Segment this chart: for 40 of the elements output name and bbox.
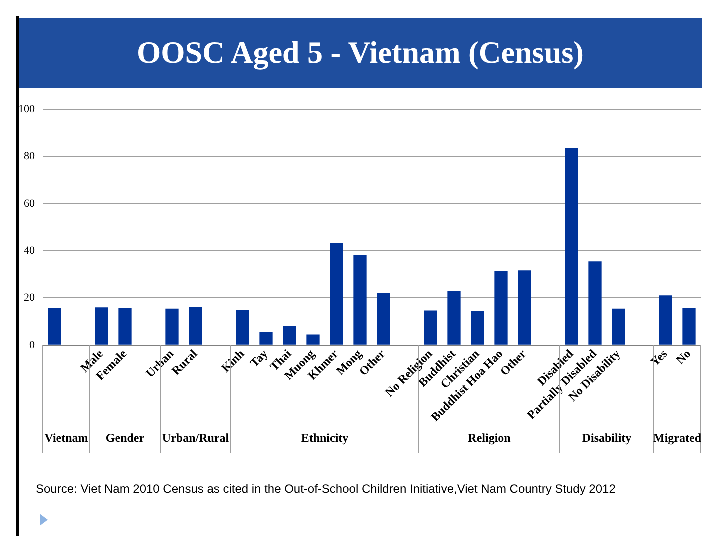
bar bbox=[260, 332, 273, 345]
text: Religion bbox=[468, 431, 512, 446]
y-tick-label: 40 bbox=[24, 244, 36, 257]
bar bbox=[588, 262, 602, 345]
bar bbox=[118, 308, 132, 345]
bar bbox=[236, 310, 250, 345]
text: Ethnicity bbox=[301, 431, 349, 446]
chart-title: OOSC Aged 5 - Vietnam (Census) bbox=[19, 18, 702, 88]
y-tick-label: 0 bbox=[30, 339, 36, 352]
bar bbox=[659, 296, 672, 345]
bar bbox=[518, 270, 532, 345]
x-tick-label: Tay bbox=[247, 346, 271, 370]
bar bbox=[565, 148, 578, 345]
bar bbox=[166, 308, 179, 345]
bar bbox=[377, 293, 390, 345]
bar bbox=[330, 243, 344, 345]
bar bbox=[682, 308, 696, 345]
y-tick-label: 100 bbox=[18, 103, 36, 116]
y-tick-label: 80 bbox=[24, 150, 36, 163]
bar bbox=[471, 311, 484, 345]
source-note: Source: Viet Nam 2010 Census as cited in the Out-of-School Children Initiative,Viet Nam Country Study 2012 bbox=[36, 482, 616, 496]
bar bbox=[448, 291, 461, 345]
bar bbox=[95, 308, 108, 345]
y-tick-label: 20 bbox=[24, 292, 36, 304]
y-tick-label: 60 bbox=[24, 198, 36, 210]
text: Urban/Rural bbox=[162, 431, 230, 446]
bar bbox=[189, 307, 202, 345]
text: Vietnam bbox=[44, 431, 88, 446]
bar bbox=[306, 334, 320, 345]
x-tick-label: No bbox=[673, 346, 694, 368]
bar bbox=[354, 255, 367, 345]
bar bbox=[424, 310, 438, 345]
bar bbox=[494, 271, 508, 345]
text: Disability bbox=[582, 431, 632, 446]
text: Migrated bbox=[654, 431, 702, 446]
bar bbox=[612, 308, 626, 345]
bar bbox=[48, 308, 62, 345]
text: Gender bbox=[106, 431, 146, 446]
x-tick-label: Yes bbox=[648, 346, 670, 370]
bar bbox=[283, 326, 296, 345]
